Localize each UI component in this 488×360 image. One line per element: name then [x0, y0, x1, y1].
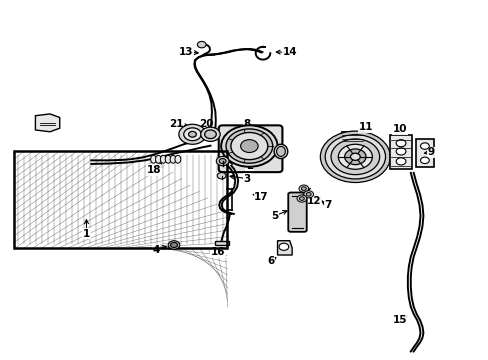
Circle shape [305, 193, 310, 196]
Circle shape [395, 158, 405, 165]
Circle shape [179, 124, 205, 144]
Text: 13: 13 [179, 47, 193, 57]
Text: 17: 17 [254, 192, 268, 202]
Text: 4: 4 [152, 245, 160, 255]
Text: 12: 12 [306, 197, 321, 206]
Circle shape [303, 191, 313, 198]
Circle shape [230, 132, 267, 159]
Circle shape [344, 149, 366, 165]
Ellipse shape [165, 156, 171, 163]
Text: 9: 9 [427, 147, 433, 157]
Text: 10: 10 [392, 124, 407, 134]
Text: 16: 16 [210, 247, 224, 257]
Polygon shape [415, 139, 433, 167]
Ellipse shape [160, 156, 166, 163]
FancyBboxPatch shape [218, 125, 282, 172]
Polygon shape [35, 114, 60, 132]
Circle shape [204, 130, 216, 139]
Bar [14, 152, 227, 248]
Circle shape [298, 185, 308, 192]
Circle shape [168, 241, 180, 249]
Circle shape [320, 131, 389, 183]
Circle shape [225, 129, 272, 163]
Text: 20: 20 [199, 119, 213, 129]
Circle shape [216, 157, 228, 166]
Ellipse shape [155, 156, 161, 163]
Text: 21: 21 [169, 119, 183, 129]
Circle shape [299, 197, 304, 201]
Circle shape [279, 243, 288, 250]
Text: 11: 11 [358, 122, 372, 132]
Circle shape [217, 172, 225, 179]
Polygon shape [215, 241, 228, 245]
Circle shape [219, 158, 225, 163]
Text: 2: 2 [245, 161, 252, 171]
Circle shape [338, 144, 372, 169]
Polygon shape [389, 135, 411, 169]
Circle shape [350, 153, 360, 160]
Circle shape [330, 139, 379, 175]
FancyBboxPatch shape [287, 193, 306, 232]
Text: 19: 19 [46, 122, 61, 132]
Ellipse shape [274, 144, 287, 158]
Text: 18: 18 [146, 165, 161, 175]
Ellipse shape [170, 156, 176, 163]
Polygon shape [277, 241, 291, 255]
Circle shape [420, 143, 428, 149]
Text: 14: 14 [283, 47, 297, 57]
Circle shape [221, 125, 277, 167]
Circle shape [296, 195, 306, 202]
Text: 6: 6 [266, 256, 274, 266]
Circle shape [325, 135, 385, 179]
Circle shape [183, 128, 201, 141]
Circle shape [301, 187, 305, 190]
Circle shape [420, 157, 428, 163]
Text: 5: 5 [271, 211, 278, 221]
Text: 7: 7 [324, 200, 331, 210]
Text: 8: 8 [243, 118, 250, 129]
Text: 3: 3 [243, 174, 250, 184]
Text: 1: 1 [82, 229, 90, 239]
Ellipse shape [175, 156, 181, 163]
Polygon shape [339, 132, 363, 145]
Ellipse shape [276, 147, 285, 157]
Circle shape [170, 243, 177, 248]
Circle shape [197, 41, 205, 48]
Circle shape [240, 140, 258, 153]
Circle shape [395, 140, 405, 147]
Text: 15: 15 [392, 315, 407, 325]
Circle shape [188, 131, 196, 137]
Circle shape [395, 148, 405, 155]
Circle shape [201, 127, 220, 141]
Ellipse shape [150, 156, 156, 163]
